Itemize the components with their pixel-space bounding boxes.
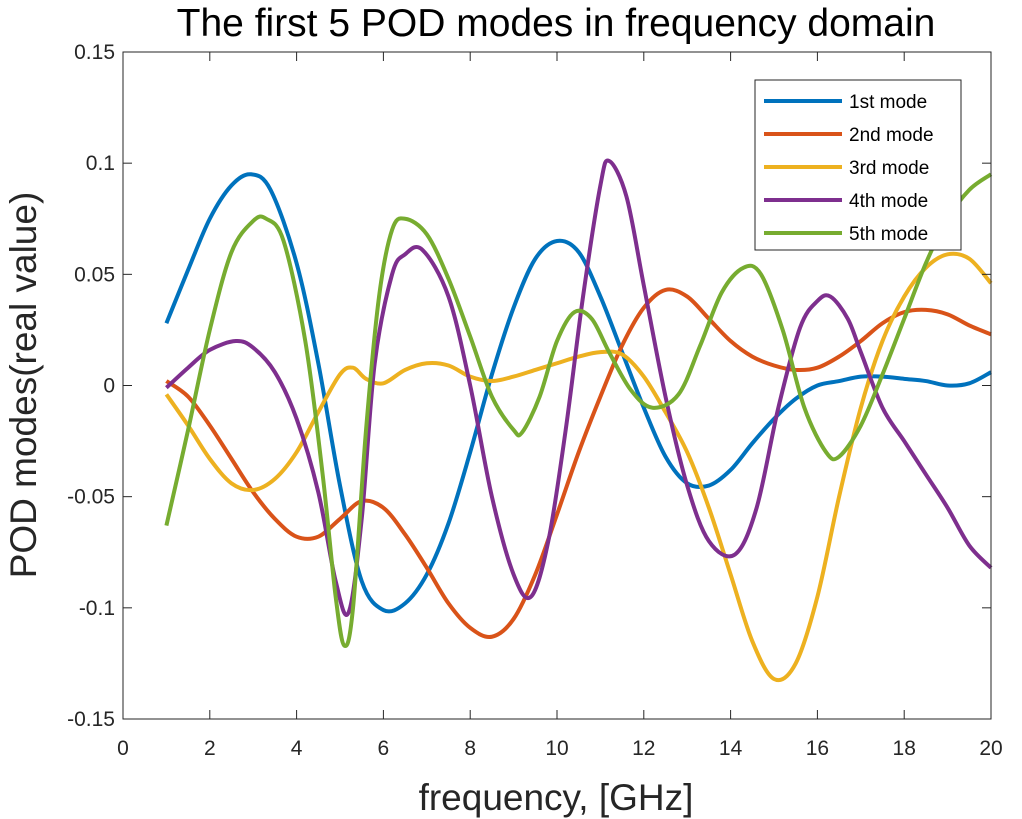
x-tick-label: 8 — [464, 737, 476, 760]
y-tick-label: 0.1 — [86, 152, 115, 175]
y-axis-label: POD modes(real value) — [3, 192, 44, 579]
x-tick-label: 0 — [117, 737, 129, 760]
y-axis-ticks: -0.15 -0.1 -0.05 0 0.05 0.1 0.15 — [67, 41, 991, 731]
series-line-2 — [165, 287, 992, 640]
x-tick-label: 14 — [719, 737, 743, 760]
series-layer — [164, 158, 993, 683]
x-tick-label: 18 — [893, 737, 916, 760]
series-line-1 — [164, 172, 992, 614]
x-tick-label: 12 — [632, 737, 655, 760]
x-axis-ticks: 0 2 4 6 8 10 12 14 16 18 20 — [117, 52, 1003, 760]
x-tick-label: 10 — [545, 737, 568, 760]
x-tick-label: 4 — [291, 737, 303, 760]
x-tick-label: 2 — [204, 737, 216, 760]
x-tick-label: 6 — [378, 737, 390, 760]
legend: 1st mode 2nd mode 3rd mode 4th mode 5th mode — [754, 79, 962, 251]
legend-label-3: 3rd mode — [849, 158, 929, 179]
x-tick-label: 20 — [979, 737, 1002, 760]
legend-label-2: 2nd mode — [849, 125, 934, 146]
legend-label-4: 4th mode — [849, 191, 928, 212]
x-axis-label: frequency, [GHz] — [419, 777, 694, 818]
legend-label-1: 1st mode — [849, 92, 927, 113]
y-tick-label: -0.15 — [67, 708, 115, 731]
y-tick-label: -0.1 — [79, 597, 115, 620]
x-tick-label: 16 — [806, 737, 829, 760]
chart-title: The first 5 POD modes in frequency domai… — [177, 2, 936, 45]
y-tick-label: -0.05 — [67, 486, 115, 509]
legend-entries: 1st mode 2nd mode 3rd mode 4th mode 5th mode — [764, 92, 934, 245]
y-tick-label: 0.05 — [74, 263, 115, 286]
y-tick-label: 0.15 — [74, 41, 115, 64]
series-line-5 — [164, 172, 993, 649]
legend-label-5: 5th mode — [849, 224, 928, 245]
y-tick-label: 0 — [103, 375, 115, 398]
